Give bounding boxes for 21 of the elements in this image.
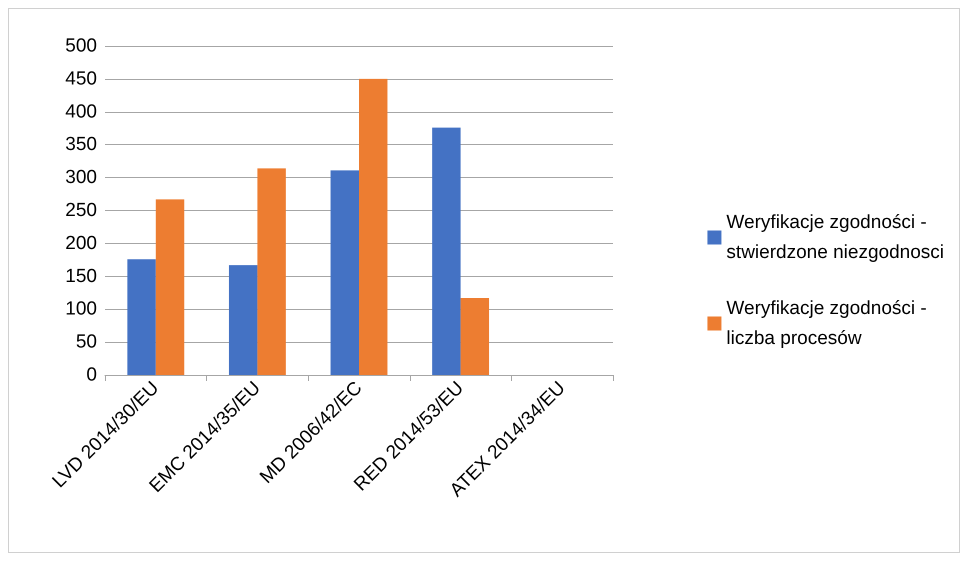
legend-label: Weryfikacje zgodności - stwierdzone niezgodnosci	[726, 212, 944, 263]
y-tick-label: 500	[65, 36, 97, 56]
y-tick-label: 400	[65, 101, 97, 122]
y-tick-label: 350	[65, 134, 97, 156]
legend-label: Weryfikacje zgodności - liczba procesów	[726, 298, 927, 349]
bar	[460, 298, 490, 375]
y-tick-label: 50	[76, 332, 97, 353]
y-tick-label: 0	[86, 364, 97, 386]
bar	[127, 259, 156, 375]
y-tick-label: 300	[65, 167, 97, 188]
y-tick-label: 100	[65, 298, 97, 320]
y-tick-label: 450	[65, 68, 97, 90]
bar	[330, 170, 359, 375]
bar	[359, 78, 388, 375]
bar	[432, 128, 461, 375]
y-tick-label: 250	[65, 200, 97, 221]
bar	[257, 168, 286, 375]
y-tick-label: 150	[65, 266, 97, 287]
bar	[156, 199, 184, 375]
y-tick-label: 200	[65, 232, 97, 254]
bar	[228, 265, 258, 375]
